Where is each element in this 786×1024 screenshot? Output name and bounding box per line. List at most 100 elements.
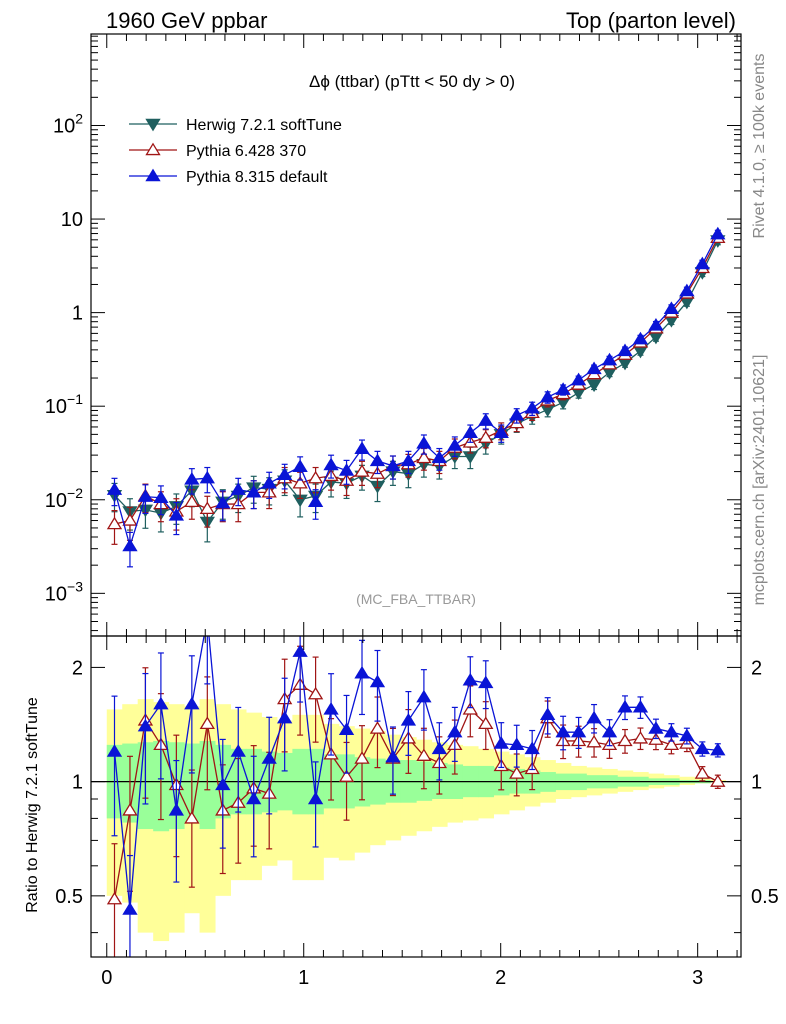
data-point	[369, 453, 386, 467]
ratio-point	[570, 724, 587, 738]
ratio-y-tick-label-right: 2	[751, 657, 762, 679]
ratio-point	[462, 672, 478, 686]
y-tick-label: 102	[53, 110, 83, 137]
data-point	[199, 501, 215, 515]
ratio-point	[431, 741, 448, 755]
ratio-point	[153, 696, 169, 710]
data-point	[246, 484, 262, 498]
x-tick-label: 3	[692, 967, 703, 989]
ratio-point	[385, 749, 401, 763]
ratio-point	[168, 802, 185, 816]
ratio-point	[540, 707, 556, 721]
ratio-point	[416, 689, 432, 703]
data-point	[338, 463, 355, 476]
ratio-point	[509, 766, 525, 779]
process-title: Top (parton level)	[566, 8, 736, 33]
ratio-point	[694, 766, 711, 779]
data-point	[106, 516, 123, 530]
ratio-point	[524, 741, 540, 755]
ratio-point	[137, 718, 154, 732]
ratio-point	[416, 748, 432, 761]
ratio-point	[601, 724, 618, 738]
ratio-point	[679, 728, 695, 742]
data-point	[168, 508, 185, 521]
data-point	[586, 361, 602, 375]
data-point	[710, 226, 726, 240]
data-point	[385, 458, 401, 472]
ratio-point	[617, 699, 633, 713]
data-point	[307, 470, 324, 484]
ratio-point	[184, 810, 200, 824]
ratio-point	[199, 716, 215, 730]
ratio-point	[617, 733, 633, 747]
ratio-point	[400, 712, 417, 726]
ratio-point	[230, 744, 246, 757]
data-point	[478, 430, 494, 443]
ratio-line	[113, 683, 719, 900]
ratio-point	[447, 724, 463, 738]
ratio-point	[106, 744, 123, 757]
data-point	[277, 467, 293, 480]
ratio-point	[277, 710, 293, 724]
data-point	[261, 475, 277, 489]
ratio-point	[338, 722, 355, 735]
ratio-point	[632, 699, 649, 713]
analysis-label: (MC_FBA_TTBAR)	[356, 591, 476, 607]
legend-label: Pythia 6.428 370	[186, 143, 306, 160]
data-point	[617, 343, 633, 357]
ratio-point	[694, 741, 711, 755]
x-tick-label: 1	[298, 967, 309, 989]
ratio-point	[292, 644, 308, 657]
data-point	[431, 450, 448, 464]
data-point	[137, 489, 154, 502]
data-point	[292, 459, 308, 473]
data-point	[354, 441, 370, 455]
ratio-point	[478, 675, 494, 689]
ratio-point	[246, 791, 262, 805]
ratio-frame	[90, 635, 742, 958]
data-point	[106, 482, 123, 495]
ratio-point	[710, 742, 726, 756]
ratio-point	[261, 751, 277, 764]
data-point	[354, 464, 370, 477]
ratio-series-0	[106, 645, 726, 957]
data-point	[307, 494, 324, 508]
series-line	[114, 237, 719, 525]
data-point	[601, 352, 618, 366]
series-1	[106, 230, 726, 545]
ratio-point	[354, 665, 370, 679]
ratio-y-tick-label: 2	[72, 657, 83, 679]
y-tick-label: 10−3	[45, 578, 83, 605]
ratio-point	[710, 774, 726, 787]
data-point	[648, 317, 664, 331]
data-point	[230, 482, 246, 495]
ratio-point	[354, 751, 370, 764]
data-point	[632, 331, 649, 345]
series-2	[106, 226, 726, 568]
y-tick-label: 1	[72, 303, 83, 325]
main-panel: 10−3 10−2 10−1 1 10 102 Δϕ (ttbar) (pTtt < 50…	[45, 33, 742, 637]
data-point	[509, 407, 525, 421]
ratio-point	[663, 737, 680, 751]
data-point	[586, 379, 602, 393]
data-point	[540, 389, 556, 403]
mcplots-label: mcplots.cern.ch [arXiv:2401.10621]	[751, 355, 768, 606]
ratio-point	[323, 701, 339, 715]
ratio-line	[113, 636, 718, 910]
ratio-point	[369, 721, 386, 734]
plot-title: Δϕ (ttbar) (pTtt < 50 dy > 0)	[309, 72, 515, 91]
y-tick-label: 10−2	[45, 485, 83, 512]
y-tick-label: 10−1	[45, 391, 83, 418]
data-point	[570, 372, 587, 386]
data-point	[184, 471, 200, 485]
ratio-y-tick-label: 1	[72, 772, 83, 794]
ratio-y-tick-label: 0.5	[55, 886, 83, 908]
legend-marker	[145, 118, 161, 132]
ratio-point	[369, 674, 386, 688]
ratio-ylabel: Ratio to Herwig 7.2.1 softTune	[24, 697, 41, 913]
data-point	[199, 470, 215, 484]
ratio-point	[493, 736, 509, 749]
ratio-point	[201, 612, 214, 623]
data-point	[679, 283, 695, 297]
